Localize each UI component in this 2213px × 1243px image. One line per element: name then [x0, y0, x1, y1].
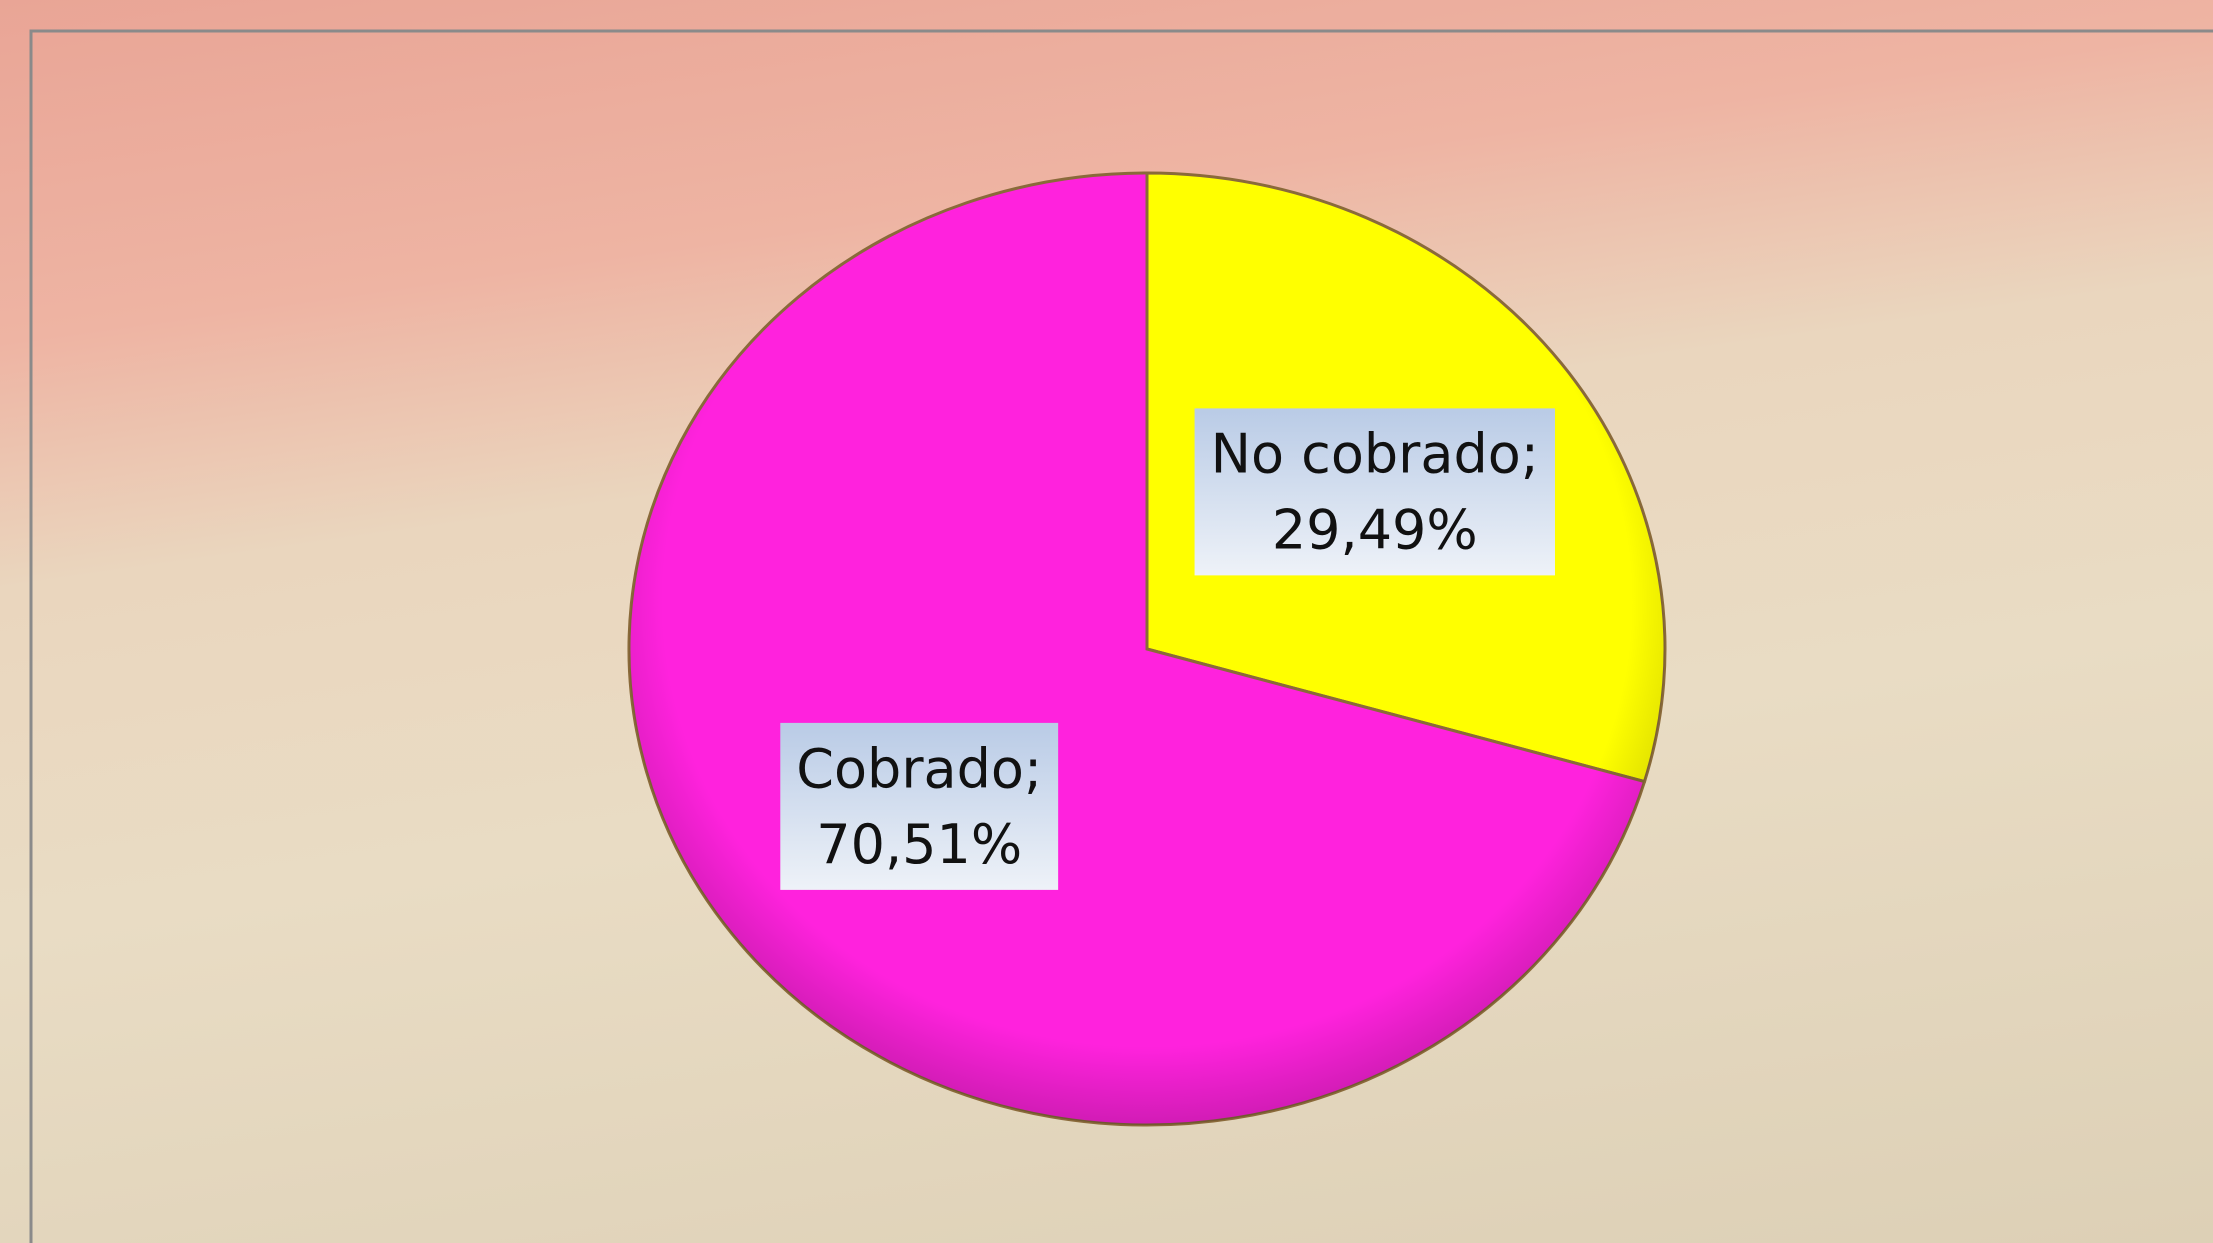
- category-name: Cobrado: [796, 737, 1024, 800]
- chart: No cobrado;29,49%Cobrado;70,51%: [0, 0, 2213, 1243]
- data-label: Cobrado;70,51%: [780, 723, 1058, 890]
- page: No cobrado;29,49%Cobrado;70,51% (() => {…: [0, 0, 2213, 1243]
- data-label-category: Cobrado;: [796, 737, 1042, 800]
- data-label-value: 29,49%: [1272, 498, 1478, 561]
- label-separator: ;: [1521, 422, 1539, 485]
- data-label-value: 70,51%: [816, 813, 1022, 876]
- label-separator: ;: [1024, 737, 1042, 800]
- data-label-category: No cobrado;: [1211, 422, 1539, 485]
- data-label: No cobrado; 29,49%: [1195, 408, 1555, 575]
- category-name: No cobrado: [1211, 422, 1521, 485]
